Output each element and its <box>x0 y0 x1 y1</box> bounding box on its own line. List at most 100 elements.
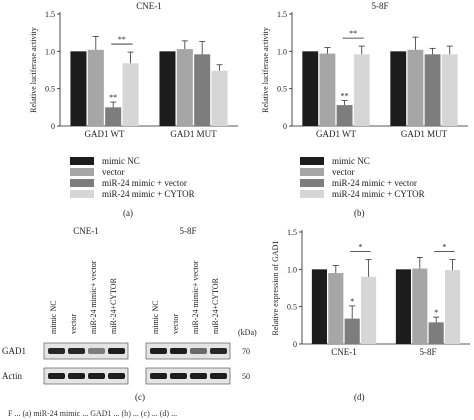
legend-b: mimic NC vector miR-24 mimic + vector mi… <box>300 155 425 199</box>
legend-label: mimic NC <box>102 155 140 166</box>
blot-band <box>170 373 187 379</box>
legend-label: mimic NC <box>332 155 370 166</box>
y-tick-label: 0.5 <box>277 85 287 94</box>
y-tick-label: 0.5 <box>45 85 55 94</box>
significance-bracket-label: * <box>358 243 362 252</box>
legend-swatch <box>300 189 324 198</box>
significance-star: ** <box>109 93 117 102</box>
y-tick-label: 1.5 <box>45 10 55 19</box>
blot-lane-label: miR-24 mimic+ vector <box>89 260 98 334</box>
legend-item-mimic-nc: mimic NC <box>300 155 425 166</box>
blot-membrane <box>43 367 129 385</box>
bar-cne-1-s3 <box>361 276 377 344</box>
chart-d-gad1-expression: 0 0.5 1.0 1.5 Relative expression of GAD1 * * C… <box>271 228 470 357</box>
blot-lane-label: mimic NC <box>151 300 160 334</box>
panel-label-d: (d) <box>354 392 365 402</box>
figure-caption: F ... (a) miR-24 mimic ... GAD1 ... (b) … <box>8 409 178 418</box>
legend-label: miR-24 mimic + vector <box>332 177 417 188</box>
blot-cell-line-label: 5-8F <box>179 226 196 236</box>
legend-label: miR-24 mimic + CYTOR <box>102 188 195 199</box>
blot-lane-label: vector <box>69 314 78 334</box>
chart-title: CNE-1 <box>136 1 162 11</box>
legend-label: vector <box>332 166 355 177</box>
blot-band <box>68 348 85 354</box>
y-tick-label: 1.0 <box>45 47 55 56</box>
legend-swatch <box>70 167 94 176</box>
legend-a: mimic NC vector miR-24 mimic + vector mi… <box>70 155 195 199</box>
chart-a-luciferase-cne1: 0 0.5 1.0 1.5 Relative luciferase activity CN… <box>29 1 238 139</box>
legend-item-vector: vector <box>70 166 195 177</box>
bar-gad1-mut-s3 <box>211 70 228 126</box>
bar-gad1-wt-s3 <box>122 63 139 126</box>
blot-kda-value: 50 <box>242 372 250 381</box>
bar-5-8f-s2 <box>428 322 444 344</box>
legend-item-mir24-vector: miR-24 mimic + vector <box>70 177 195 188</box>
x-category-label: 5-8F <box>419 347 436 357</box>
y-axis-label: Relative expression of GAD1 <box>271 241 280 336</box>
legend-item-mimic-nc: mimic NC <box>70 155 195 166</box>
bar-gad1-mut-s3 <box>441 54 458 126</box>
blot-band <box>190 348 207 354</box>
blot-lane-label: mimic NC <box>49 300 58 334</box>
x-category-label: GAD1 MUT <box>401 129 448 139</box>
legend-swatch <box>300 167 324 176</box>
bar-gad1-wt-s1 <box>319 53 336 126</box>
legend-swatch <box>70 189 94 198</box>
legend-label: vector <box>102 166 125 177</box>
y-axis-label: Relative luciferase activity <box>261 27 270 113</box>
legend-swatch <box>70 156 94 165</box>
bar-gad1-wt-s2 <box>105 107 122 126</box>
blot-lane-label: miR-24+CYTOR <box>211 277 220 334</box>
x-category-label: GAD1 WT <box>84 129 125 139</box>
bar-gad1-wt-s1 <box>87 49 104 127</box>
blot-band <box>88 373 105 379</box>
legend-item-mir24-cytor: miR-24 mimic + CYTOR <box>70 188 195 199</box>
chart-title: 5-8F <box>371 1 388 11</box>
bar-gad1-mut-s1 <box>176 49 193 126</box>
y-tick-label: 1.5 <box>277 10 287 19</box>
significance-bracket-label: ** <box>118 35 126 44</box>
blot-row-label: GAD1 <box>2 346 26 356</box>
bar-cne-1-s0 <box>311 269 327 344</box>
panel-label-c: (c) <box>135 392 145 402</box>
blot-band <box>210 348 227 354</box>
blot-row-label: Actin <box>2 371 22 381</box>
bar-cne-1-s1 <box>328 273 344 344</box>
legend-swatch <box>300 156 324 165</box>
blot-kda-value: 70 <box>242 347 250 356</box>
y-tick-label: 1.0 <box>277 47 287 56</box>
bar-gad1-wt-s0 <box>302 51 319 127</box>
blot-band <box>48 348 65 354</box>
blot-band <box>210 373 227 379</box>
blot-band <box>190 373 207 379</box>
y-tick-label: 0.5 <box>287 303 297 312</box>
significance-bracket-label: ** <box>349 29 357 38</box>
western-blot-panel: CNE-1 mimic NC vector miR-24 mimic+ vector m… <box>2 226 257 385</box>
blot-lane-label: vector <box>171 314 180 334</box>
blot-band <box>170 348 187 354</box>
legend-swatch <box>70 178 94 187</box>
blot-band <box>48 373 65 379</box>
y-axis-label: Relative luciferase activity <box>29 27 38 113</box>
bar-gad1-wt-s0 <box>70 51 87 127</box>
significance-bracket-label: * <box>442 243 446 252</box>
blot-lane-label: miR-24+CYTOR <box>109 277 118 334</box>
blot-lane-label: miR-24 mimic+ vector <box>191 260 200 334</box>
legend-item-mir24-vector: miR-24 mimic + vector <box>300 177 425 188</box>
panel-label-a: (a) <box>123 208 133 218</box>
blot-band <box>68 373 85 379</box>
significance-star: * <box>434 308 438 317</box>
blot-band <box>88 348 105 354</box>
y-tick-label: 1.5 <box>287 228 297 237</box>
bar-gad1-wt-s3 <box>353 54 370 126</box>
significance-star: ** <box>341 92 349 101</box>
x-category-label: CNE-1 <box>331 347 357 357</box>
blot-kda-label: (kDa) <box>238 328 257 337</box>
x-category-label: GAD1 MUT <box>170 129 217 139</box>
y-tick-label: 0 <box>283 122 287 131</box>
legend-label: miR-24 mimic + CYTOR <box>332 188 425 199</box>
blot-band <box>108 348 125 354</box>
blot-membrane <box>43 342 129 360</box>
x-category-label: GAD1 WT <box>316 129 357 139</box>
legend-label: miR-24 mimic + vector <box>102 177 187 188</box>
